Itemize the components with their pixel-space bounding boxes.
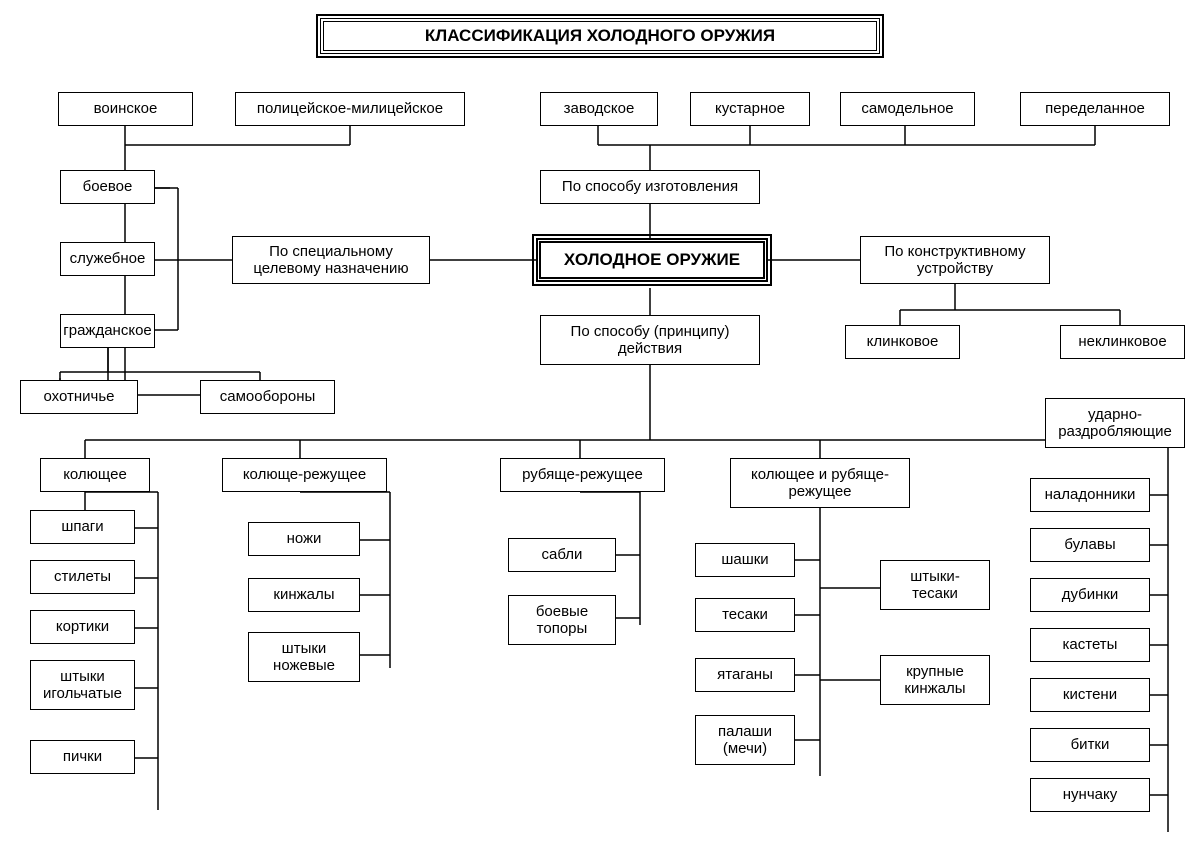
node-by-manufacture: По способу изготовления (540, 170, 760, 204)
node-piercing: колющее (40, 458, 150, 492)
node-by-action: По способу (принципу) действия (540, 315, 760, 365)
node-hunting: охотничье (20, 380, 138, 414)
node-stilettos: стилеты (30, 560, 135, 594)
node-service: служебное (60, 242, 155, 276)
node-converted: переделанное (1020, 92, 1170, 126)
node-handicraft: кустарное (690, 92, 810, 126)
node-maces: булавы (1030, 528, 1150, 562)
node-military: воинское (58, 92, 193, 126)
node-flails: кистени (1030, 678, 1150, 712)
node-battle-axes: боевые топоры (508, 595, 616, 645)
node-combat: боевое (60, 170, 155, 204)
node-yatagans: ятаганы (695, 658, 795, 692)
node-selfdef: самообороны (200, 380, 335, 414)
node-blade: клинковое (845, 325, 960, 359)
diagram-canvas: КЛАССИФИКАЦИЯ ХОЛОДНОГО ОРУЖИЯ воинское … (0, 0, 1200, 855)
node-pierce-chop: колющее и рубяще-режущее (730, 458, 910, 508)
node-naladonniki: наладонники (1030, 478, 1150, 512)
node-bayonet-tesaki: штыки- тесаки (880, 560, 990, 610)
node-tesaki: тесаки (695, 598, 795, 632)
node-nunchaku: нунчаку (1030, 778, 1150, 812)
connectors (0, 0, 1200, 855)
node-homemade: самодельное (840, 92, 975, 126)
node-palashi: палаши (мечи) (695, 715, 795, 765)
node-knuckles: кастеты (1030, 628, 1150, 662)
title: КЛАССИФИКАЦИЯ ХОЛОДНОГО ОРУЖИЯ (320, 18, 880, 54)
node-pichki: пички (30, 740, 135, 774)
node-civil: гражданское (60, 314, 155, 348)
node-factory: заводское (540, 92, 658, 126)
node-sabers: сабли (508, 538, 616, 572)
node-needle-bayonets: штыки игольчатые (30, 660, 135, 710)
node-daggers: кинжалы (248, 578, 360, 612)
node-knives: ножи (248, 522, 360, 556)
node-knife-bayonets: штыки ножевые (248, 632, 360, 682)
node-clubs: дубинки (1030, 578, 1150, 612)
node-by-purpose: По специальному целевому назначению (232, 236, 430, 284)
node-by-construction: По конструктивному устройству (860, 236, 1050, 284)
node-bitki: битки (1030, 728, 1150, 762)
node-pierce-cut: колюще-режущее (222, 458, 387, 492)
node-chop-cut: рубяще-режущее (500, 458, 665, 492)
node-large-daggers: крупные кинжалы (880, 655, 990, 705)
node-dirks: кортики (30, 610, 135, 644)
node-impact: ударно- раздробляющие (1045, 398, 1185, 448)
node-center: ХОЛОДНОЕ ОРУЖИЕ (536, 238, 768, 282)
node-police: полицейское-милицейское (235, 92, 465, 126)
node-nonblade: неклинковое (1060, 325, 1185, 359)
node-rapiers: шпаги (30, 510, 135, 544)
node-shashki: шашки (695, 543, 795, 577)
